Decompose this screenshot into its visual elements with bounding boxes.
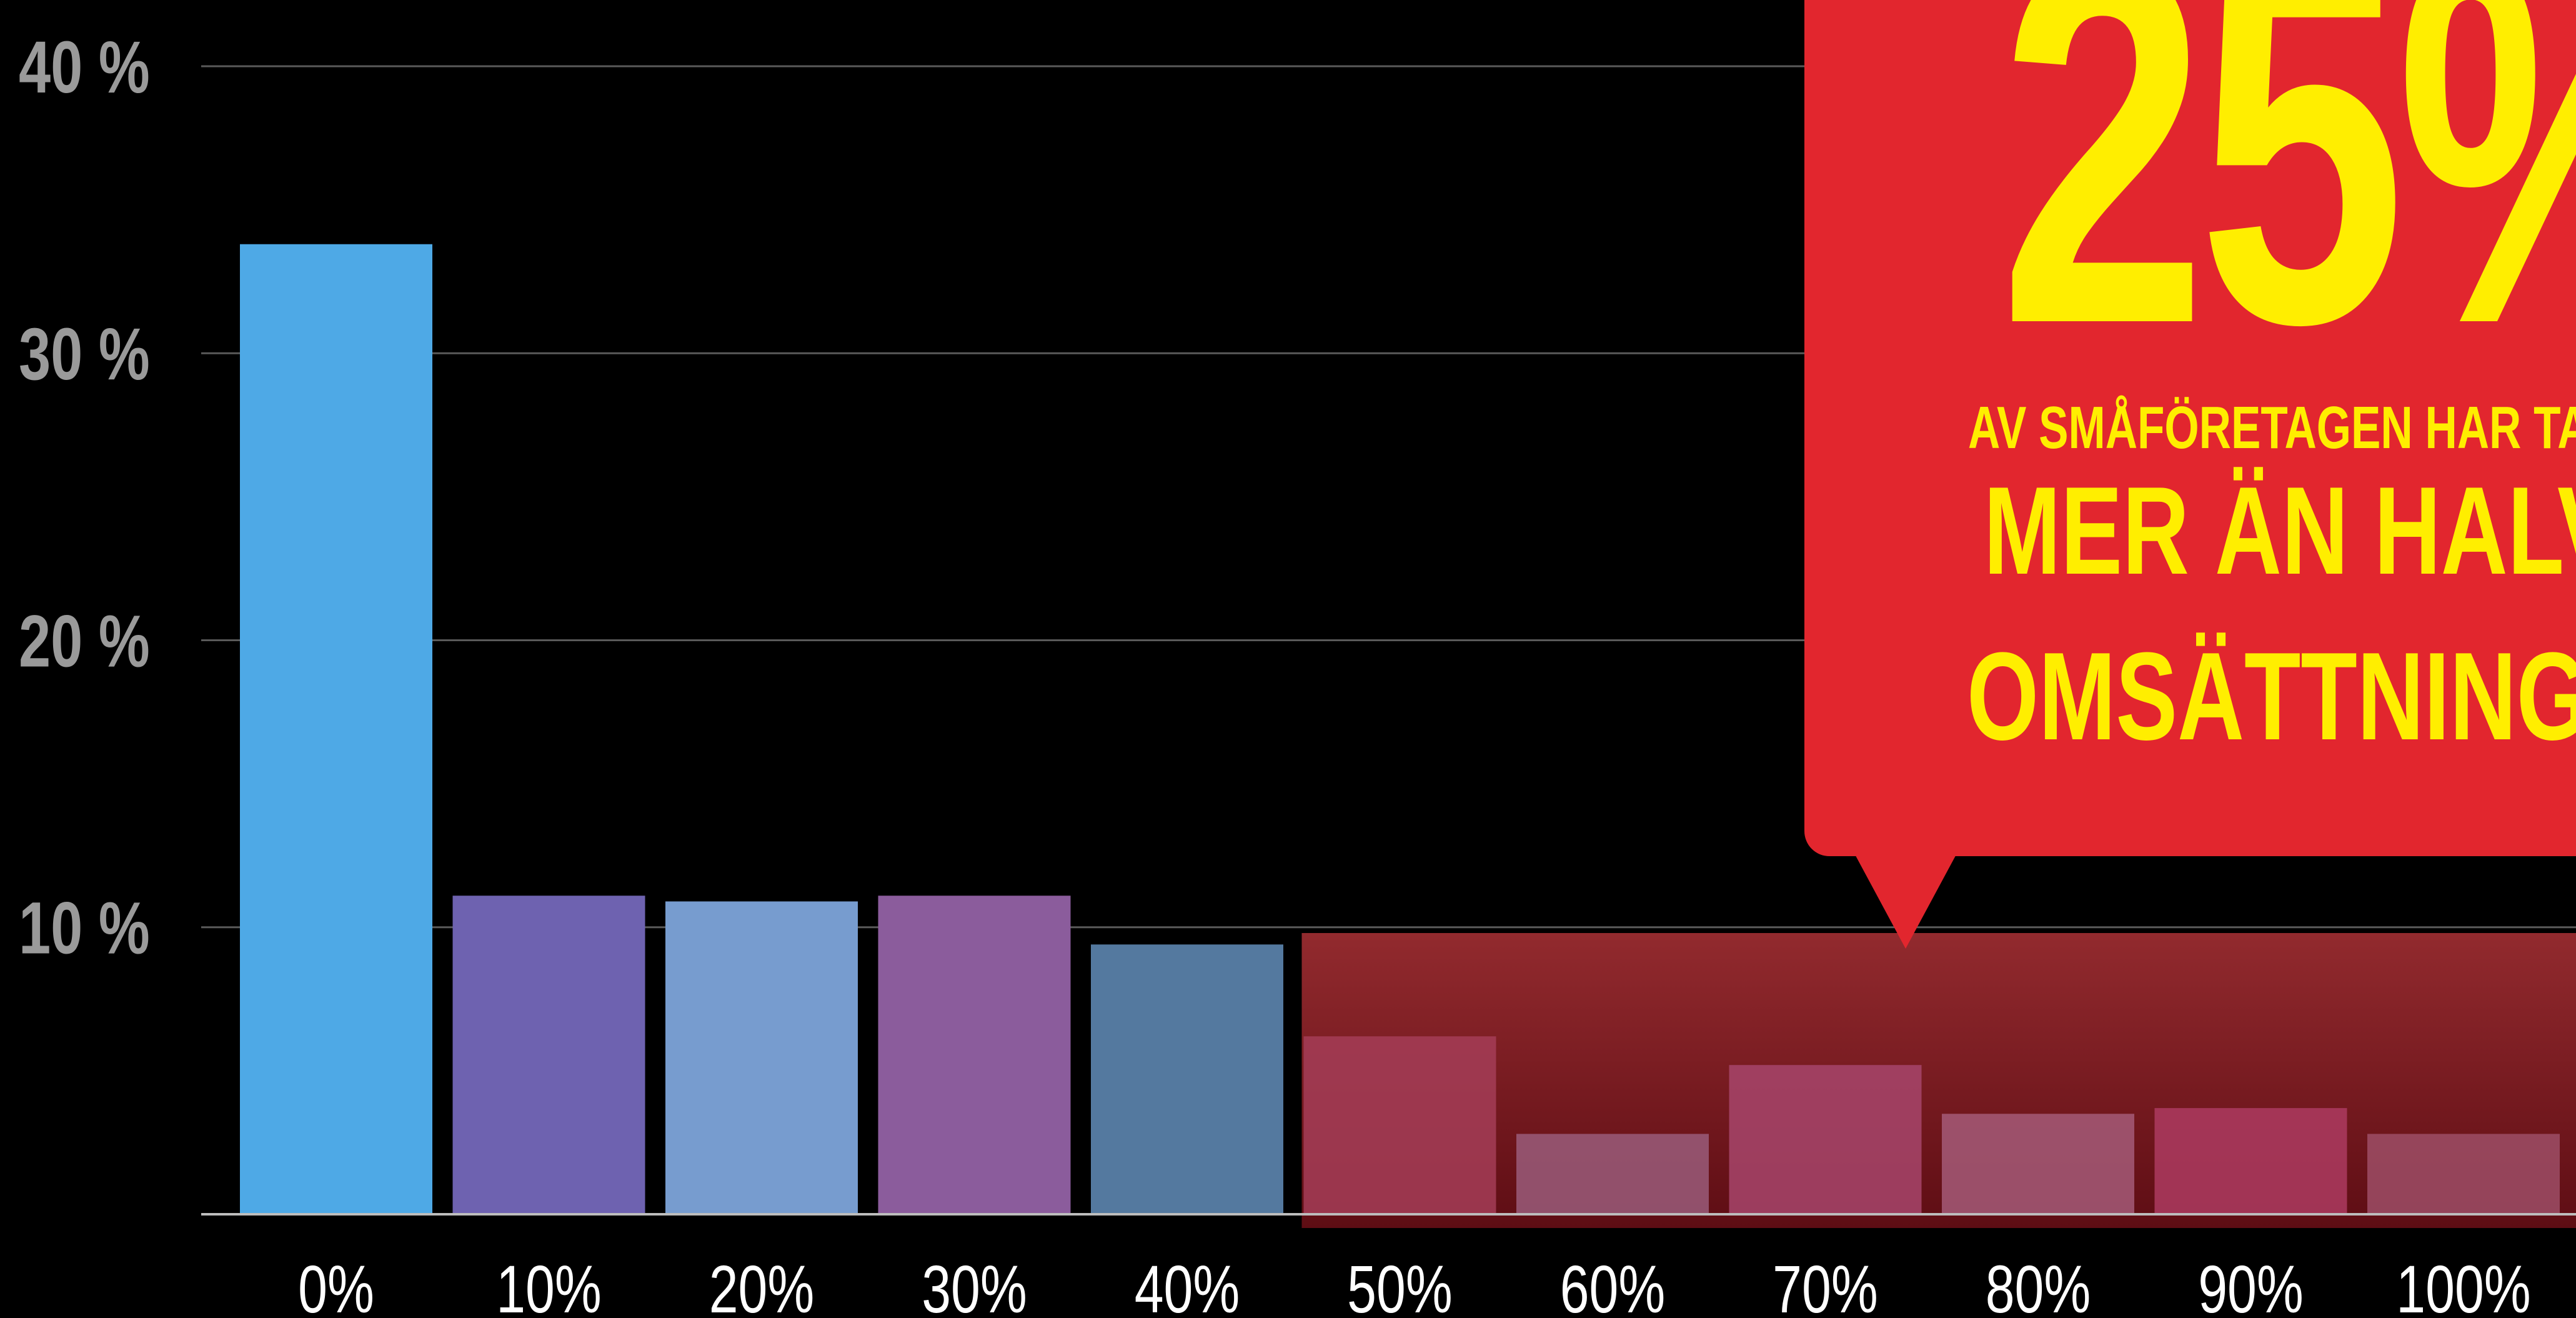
y-tick-label: 20 % bbox=[19, 601, 150, 683]
x-axis-ticks: 0% 10% 20% 30% 40% 50% 60% 70% 80% 90% 100% bbox=[298, 1251, 2531, 1318]
bar-80pct bbox=[1942, 1114, 2134, 1214]
bar-0pct bbox=[240, 244, 432, 1214]
callout-big-value: 25% bbox=[1999, 0, 2576, 431]
x-tick-label: 70% bbox=[1773, 1251, 1878, 1318]
bar-10pct bbox=[452, 896, 645, 1214]
y-tick-label: 40 % bbox=[19, 26, 150, 109]
bar-100pct bbox=[2367, 1134, 2560, 1214]
y-axis-ticks: 10 % 20 % 30 % 40 % bbox=[19, 26, 150, 969]
x-tick-label: 80% bbox=[1986, 1251, 2091, 1318]
callout-line-2: MER ÄN HALVA bbox=[1984, 461, 2576, 601]
callout-box bbox=[1804, 0, 2576, 856]
bar-30pct bbox=[878, 896, 1071, 1214]
bar-60pct bbox=[1516, 1134, 1709, 1214]
x-tick-label: 20% bbox=[709, 1251, 815, 1318]
x-tick-label: 60% bbox=[1560, 1251, 1666, 1318]
bar-70pct bbox=[1729, 1065, 1922, 1214]
bars bbox=[240, 244, 2560, 1214]
highlight-region bbox=[1301, 933, 2576, 1228]
highlight-region-rect bbox=[1301, 933, 2576, 1228]
callout-line-1: AV SMÅFÖRETAGEN HAR TAPPAT bbox=[1968, 394, 2576, 461]
x-tick-label: 40% bbox=[1135, 1251, 1240, 1318]
x-tick-label: 100% bbox=[2396, 1251, 2530, 1318]
bar-90pct bbox=[2154, 1108, 2347, 1214]
x-tick-label: 30% bbox=[922, 1251, 1027, 1318]
bar-40pct bbox=[1091, 944, 1283, 1214]
x-tick-label: 10% bbox=[496, 1251, 602, 1318]
callout-line-3: OMSÄTTNINGEN bbox=[1967, 627, 2576, 766]
callout-pointer bbox=[1852, 850, 1959, 949]
y-tick-label: 30 % bbox=[19, 313, 150, 396]
x-tick-label: 50% bbox=[1347, 1251, 1453, 1318]
bar-20pct bbox=[665, 901, 858, 1214]
x-tick-label: 90% bbox=[2198, 1251, 2304, 1318]
y-tick-label: 10 % bbox=[19, 887, 150, 970]
bar-50pct bbox=[1303, 1036, 1496, 1214]
x-tick-label: 0% bbox=[298, 1251, 374, 1318]
